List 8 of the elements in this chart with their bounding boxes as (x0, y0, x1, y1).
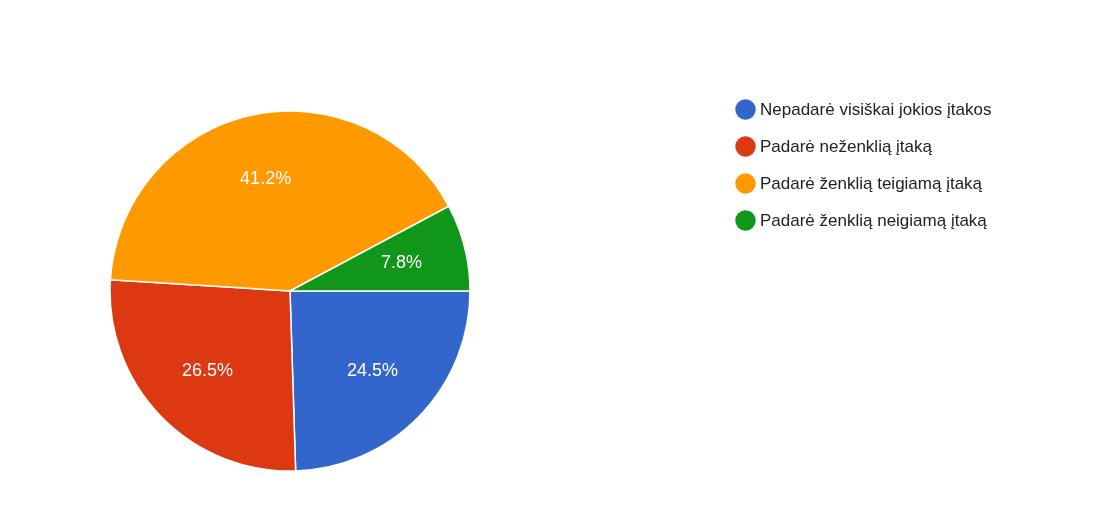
data-label: 7.8% (381, 252, 423, 273)
legend-label: Padarė ženklią teigiamą įtaką (760, 173, 983, 193)
legend-label: Padarė ženklią neigiamą įtaką (760, 210, 988, 230)
data-label: 26.5% (181, 360, 233, 381)
data-label: 24.5% (347, 360, 399, 381)
legend-label: Padarė neženklią įtaką (760, 136, 933, 156)
legend-label: Nepadarė visiškai jokios įtakos (760, 99, 992, 119)
data-label: 41.2% (240, 167, 292, 188)
